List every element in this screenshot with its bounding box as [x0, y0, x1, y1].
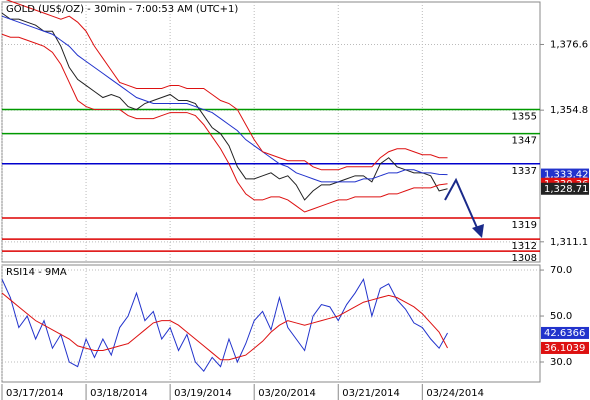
level-label: 1355 — [512, 112, 537, 123]
series-line — [1, 33, 448, 213]
value-box — [541, 341, 589, 354]
x-tick-label: 03/21/2014 — [342, 388, 400, 399]
price-frame — [1, 1, 541, 263]
y-tick-label: 30.0 — [550, 357, 572, 368]
level-label: 1312 — [512, 241, 537, 252]
series-line — [1, 277, 448, 373]
level-label: 1319 — [512, 220, 537, 231]
value-box — [541, 168, 589, 181]
y-tick-label: 50.0 — [550, 311, 572, 322]
x-tick-label: 03/18/2014 — [90, 388, 148, 399]
rsi-frame — [1, 264, 541, 383]
x-tick-label: 03/17/2014 — [6, 388, 64, 399]
value-box-label: 42.6366 — [544, 328, 585, 339]
series-line — [1, 292, 448, 361]
y-tick-label: 1,376.6 — [550, 39, 588, 50]
value-box-label: 1,328.71 — [544, 184, 589, 195]
value-box-label: 36.1039 — [544, 343, 585, 354]
arrow-head — [472, 224, 484, 238]
chart-title: GOLD (US$/OZ) - 30min - 7:00:53 AM (UTC+… — [6, 4, 238, 15]
y-tick-label: 1,311.1 — [550, 237, 588, 248]
value-box — [541, 182, 589, 195]
series-line — [5, 0, 448, 171]
level-label: 1337 — [512, 166, 537, 177]
x-tick-label: 03/20/2014 — [258, 388, 316, 399]
level-label: 1347 — [512, 136, 537, 147]
value-box-label: 1,333.42 — [544, 170, 589, 181]
rsi-title: RSI14 - 9MA — [6, 267, 67, 278]
y-tick-label: 70.0 — [550, 265, 572, 276]
level-label: 1308 — [512, 253, 537, 264]
x-tick-label: 03/24/2014 — [426, 388, 484, 399]
x-tick-label: 03/19/2014 — [174, 388, 232, 399]
value-box — [541, 326, 589, 339]
series-line — [1, 15, 448, 183]
projection-arrow — [444, 177, 479, 231]
y-tick-label: 1,354.8 — [550, 105, 588, 116]
series-line — [1, 12, 448, 201]
